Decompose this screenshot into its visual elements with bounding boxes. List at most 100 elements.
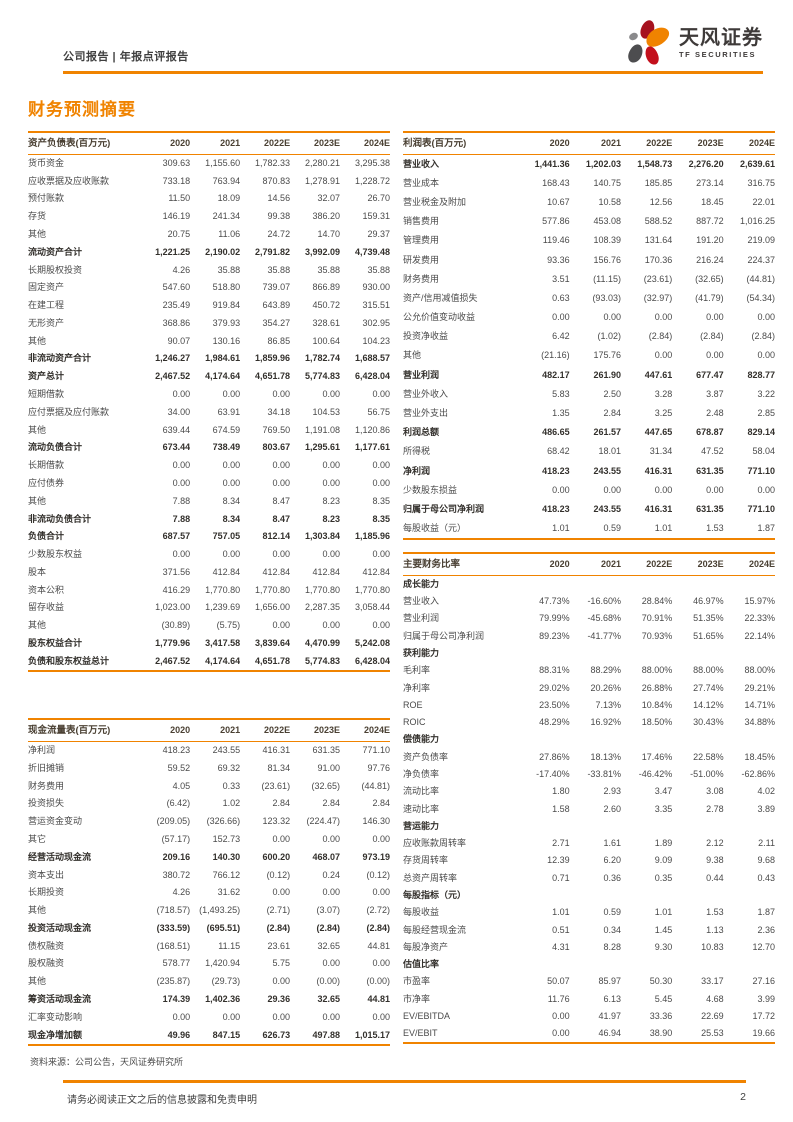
cell-value: 2.84 (372, 798, 390, 809)
row-label: 其他 (28, 905, 47, 916)
table-row: 财务费用 3.51 (11.15) (23.61) (32.65) (44.81) (403, 270, 775, 289)
cell-value: 17.72 (752, 1010, 775, 1021)
cell-value: 58.04 (752, 446, 775, 457)
cell-value: 44.81 (367, 940, 390, 951)
table-row: 净利率 29.02% 20.26% 26.88% 27.74% 29.21% (403, 679, 775, 696)
cell-value: 0.00 (706, 484, 724, 495)
row-label: 其他 (28, 229, 47, 240)
source-note: 资料来源：公司公告，天风证券研究所 (30, 1056, 184, 1067)
cell-value: (23.61) (643, 273, 673, 284)
cell-value: (695.51) (206, 922, 241, 933)
table-row: 无形资产 368.86 379.93 354.27 328.61 302.95 (28, 315, 390, 333)
cell-value: 2.60 (603, 803, 621, 814)
cell-value: 51.35% (693, 613, 724, 624)
cell-value: 0.00 (372, 460, 390, 471)
table-row: 每股净资产 4.31 8.28 9.30 10.83 12.70 (403, 939, 775, 956)
table-row: 净负债率 -17.40% -33.81% -46.42% -51.00% -62.86% (403, 766, 775, 783)
cell-value: (0.12) (266, 869, 291, 880)
cell-value: 1.61 (603, 838, 621, 849)
row-label: 存货周转率 (403, 855, 449, 866)
cell-value: 0.00 (322, 887, 341, 898)
cell-value: 34.00 (167, 406, 191, 417)
table-row: 每股收益 1.01 0.59 1.01 1.53 1.87 (403, 904, 775, 921)
cell-value: 418.23 (542, 503, 570, 514)
cell-value: 0.00 (322, 620, 341, 631)
cell-value: 81.34 (267, 762, 291, 773)
cell-value: 1.58 (552, 803, 570, 814)
table-row: 资本支出 380.72 766.12 (0.12) 0.24 (0.12) (28, 866, 390, 884)
cell-value: 643.89 (262, 300, 291, 311)
cell-value: 2,276.20 (688, 158, 724, 169)
table-header-row: 现金流量表(百万元) 2020 2021 2022E 2023E 2024E (28, 718, 390, 742)
row-label: 营业外收入 (403, 388, 449, 399)
cell-value: 0.24 (322, 869, 341, 880)
cell-value: 0.51 (552, 924, 570, 935)
cell-value: 209.16 (162, 851, 191, 862)
table-row: 固定资产 547.60 518.80 739.07 866.89 930.00 (28, 279, 390, 297)
cell-value: 10.84% (641, 699, 673, 710)
cell-value: 12.70 (752, 941, 775, 952)
row-label: 成长能力 (403, 578, 440, 589)
row-label: 固定资产 (28, 282, 65, 293)
table-row: 投资活动现金流 (333.59) (695.51) (2.84) (2.84) (2.84… (28, 919, 390, 937)
cell-value: 29.02% (539, 682, 570, 693)
cell-value: (11.15) (593, 273, 621, 284)
cell-value: 1,016.25 (739, 216, 775, 227)
cell-value: 0.00 (172, 1011, 191, 1022)
cell-value: 0.00 (272, 1011, 291, 1022)
cell-value: 631.35 (696, 503, 724, 514)
table-row: 少数股东权益 0.00 0.00 0.00 0.00 0.00 (28, 546, 390, 564)
cell-value: 0.00 (372, 389, 390, 400)
cell-value: 88.31% (539, 665, 570, 676)
cell-value: 771.10 (362, 745, 390, 756)
cell-value: 170.36 (644, 254, 673, 265)
cell-value: 261.90 (593, 369, 621, 380)
table-row: 流动负债合计 673.44 738.49 803.67 1,295.61 1,177.61 (28, 439, 390, 457)
year-column-header: 2020 (140, 131, 191, 155)
cell-value: 46.97% (693, 596, 724, 607)
cell-value (672, 887, 723, 904)
cell-value: 23.50% (539, 699, 570, 710)
cell-value: 34.88% (744, 717, 775, 728)
cell-value: 368.86 (162, 317, 191, 328)
cell-value: 739.07 (262, 282, 291, 293)
cell-value: 2,280.21 (304, 157, 341, 168)
cell-value: 63.91 (217, 406, 241, 417)
cell-value: 0.00 (322, 477, 341, 488)
row-label: 偿债能力 (403, 734, 440, 745)
cell-value: 4,174.64 (205, 655, 241, 666)
page-footer: 请务必阅读正文之后的信息披露和免责申明 2 (63, 1080, 746, 1106)
cell-value (518, 818, 569, 835)
cell-value (672, 956, 723, 973)
cell-value: 803.67 (262, 442, 291, 453)
cell-value: 0.00 (222, 1011, 241, 1022)
cell-value: 3.35 (654, 803, 673, 814)
cell-value: 0.00 (322, 549, 341, 560)
row-label: 财务费用 (28, 780, 65, 791)
cell-value: 677.47 (696, 369, 724, 380)
table-row: 其他 (718.57) (1,493.25) (2.71) (3.07) (2.72) (28, 902, 390, 920)
cell-value: 35.88 (317, 264, 341, 275)
table-row: 其他 (235.87) (29.73) 0.00 (0.00) (0.00) (28, 973, 390, 991)
cell-value: 14.71% (744, 699, 775, 710)
cell-value: 243.55 (593, 465, 621, 476)
cell-value: 866.89 (312, 282, 341, 293)
footer-divider (63, 1080, 746, 1083)
cell-value: 22.58% (693, 751, 724, 762)
cell-value: 69.32 (217, 762, 241, 773)
cell-value: 631.35 (312, 745, 341, 756)
cell-value: 386.20 (312, 211, 341, 222)
cell-value: 88.00% (693, 665, 724, 676)
row-label: 存货 (28, 211, 47, 222)
cell-value: 261.57 (593, 427, 621, 438)
cell-value: (2.84) (366, 922, 390, 933)
table-row: 经营活动现金流 209.16 140.30 600.20 468.07 973.19 (28, 848, 390, 866)
cell-value: 0.00 (172, 460, 191, 471)
cell-value: 328.61 (312, 317, 341, 328)
cell-value: 26.70 (367, 193, 390, 204)
table-row: 负债合计 687.57 757.05 812.14 1,303.84 1,185.96 (28, 528, 390, 546)
cell-value: 88.29% (590, 665, 621, 676)
cell-value: 0.00 (654, 350, 673, 361)
row-label: 应收账款周转率 (403, 838, 467, 849)
cell-value: 100.64 (312, 335, 341, 346)
